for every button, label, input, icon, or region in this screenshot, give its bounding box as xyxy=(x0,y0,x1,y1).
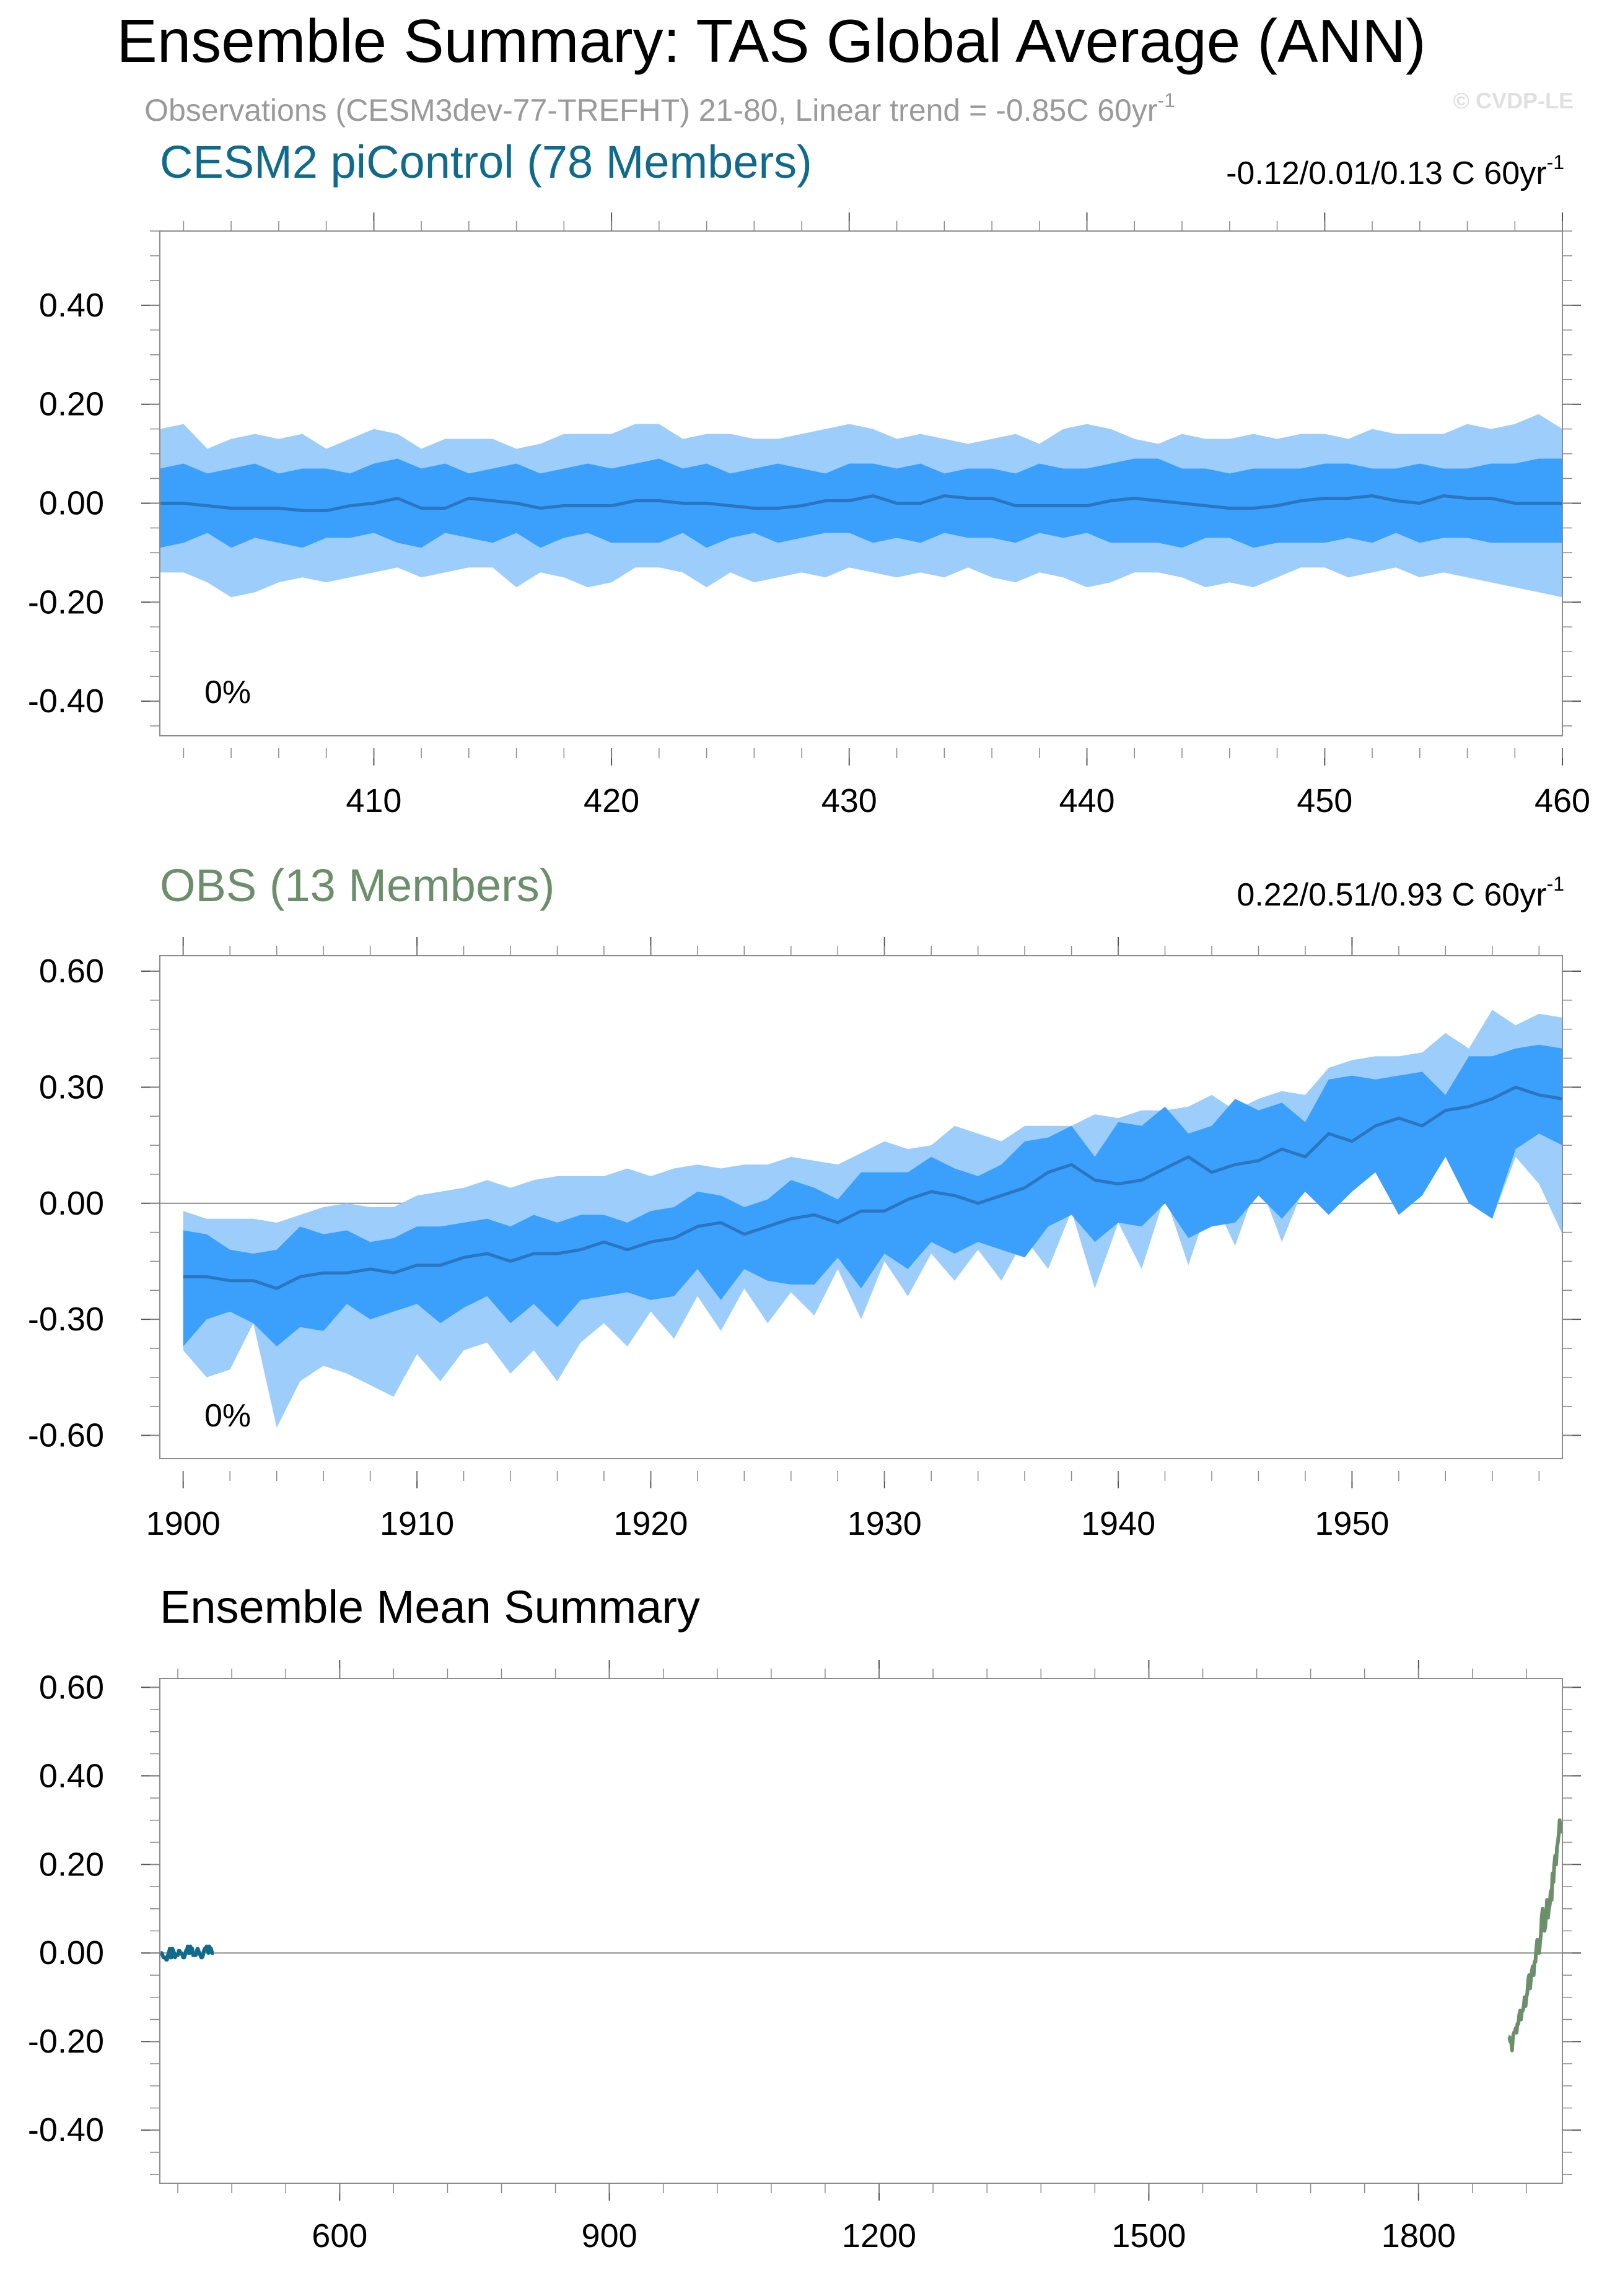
figure-subtitle: Observations (CESM3dev-77-TREFHT) 21-80,… xyxy=(144,89,1175,128)
panel-obs-trend-sup: -1 xyxy=(1547,873,1564,895)
x-tick-label: 410 xyxy=(346,782,401,819)
panel-cesm2-percent: 0% xyxy=(204,674,251,710)
panel-ensemble-mean-title: Ensemble Mean Summary xyxy=(160,1581,700,1633)
figure-subtitle-sup: -1 xyxy=(1157,89,1175,111)
y-tick-label: 0.00 xyxy=(39,1185,104,1222)
y-tick-label: 0.20 xyxy=(39,1846,104,1883)
y-tick-label: 0.30 xyxy=(39,1068,104,1106)
x-tick-label: 430 xyxy=(821,782,877,819)
y-tick-label: -0.40 xyxy=(28,2111,104,2149)
x-tick-label: 1910 xyxy=(380,1505,454,1542)
plot-frame xyxy=(159,1678,1563,2184)
ensemble-mean-line xyxy=(183,1085,1563,1290)
x-tick-label: 450 xyxy=(1297,782,1352,819)
spread-band-inner xyxy=(183,1044,1563,1347)
x-tick-label: 1940 xyxy=(1081,1505,1155,1542)
y-tick-label: 0.00 xyxy=(39,485,104,522)
panel-cesm2-trend-text: -0.12/0.01/0.13 C 60yr xyxy=(1226,155,1546,191)
y-tick-label: 0.40 xyxy=(39,287,104,324)
y-tick-label: 0.40 xyxy=(39,1757,104,1794)
y-tick-label: 0.20 xyxy=(39,386,104,423)
panel-obs-trend-text: 0.22/0.51/0.93 C 60yr xyxy=(1237,877,1546,913)
panel-cesm2-trend-sup: -1 xyxy=(1547,151,1564,173)
y-tick-label: -0.60 xyxy=(28,1417,104,1454)
panel-cesm2-trend: -0.12/0.01/0.13 C 60yr-1 xyxy=(1226,151,1564,191)
y-tick-label: -0.20 xyxy=(28,2023,104,2060)
y-tick-label: -0.20 xyxy=(28,583,104,621)
x-tick-label: 440 xyxy=(1059,782,1114,819)
y-tick-label: -0.30 xyxy=(28,1301,104,1338)
panel-cesm2-title: CESM2 piControl (78 Members) xyxy=(160,136,812,188)
ensemble-mean-series-0 xyxy=(159,1944,215,1962)
panel-obs-percent: 0% xyxy=(204,1398,251,1434)
x-tick-label: 1900 xyxy=(146,1505,221,1542)
y-tick-label: 0.60 xyxy=(39,1669,104,1706)
x-tick-label: 1930 xyxy=(847,1505,922,1542)
panel-ensemble-mean: Ensemble Mean Summary 0.60 0.40 0.20 0.00 -0… xyxy=(28,1581,1581,2255)
x-tick-label: 1920 xyxy=(613,1505,688,1542)
panel-obs-title: OBS (13 Members) xyxy=(160,860,554,911)
x-tick-label: 1500 xyxy=(1111,2217,1186,2255)
figure-subtitle-text: Observations (CESM3dev-77-TREFHT) 21-80,… xyxy=(144,93,1157,128)
plot-frame xyxy=(159,230,1563,736)
plot-frame xyxy=(159,955,1563,1459)
x-tick-label: 460 xyxy=(1535,782,1590,819)
x-tick-label: 1950 xyxy=(1315,1505,1389,1542)
y-tick-label: 0.60 xyxy=(39,953,104,990)
panel-obs-trend: 0.22/0.51/0.93 C 60yr-1 xyxy=(1237,873,1564,913)
y-tick-label: 0.00 xyxy=(39,1934,104,1971)
watermark: © CVDP-LE xyxy=(1453,88,1574,113)
ensemble-mean-series-1 xyxy=(1507,1818,1564,2053)
x-tick-label: 600 xyxy=(312,2217,367,2255)
x-tick-label: 900 xyxy=(582,2217,637,2255)
figure-title: Ensemble Summary: TAS Global Average (AN… xyxy=(116,7,1425,75)
spread-band-inner xyxy=(160,458,1562,548)
x-tick-label: 420 xyxy=(584,782,639,819)
x-tick-label: 1800 xyxy=(1381,2217,1456,2255)
ensemble-mean-line xyxy=(160,494,1562,512)
x-tick-label: 1200 xyxy=(842,2217,916,2255)
y-tick-label: -0.40 xyxy=(28,683,104,720)
panel-obs: OBS (13 Members) 0.22/0.51/0.93 C 60yr-1… xyxy=(28,860,1581,1542)
panel-cesm2-picontrol: CESM2 piControl (78 Members) -0.12/0.01/… xyxy=(28,136,1590,819)
